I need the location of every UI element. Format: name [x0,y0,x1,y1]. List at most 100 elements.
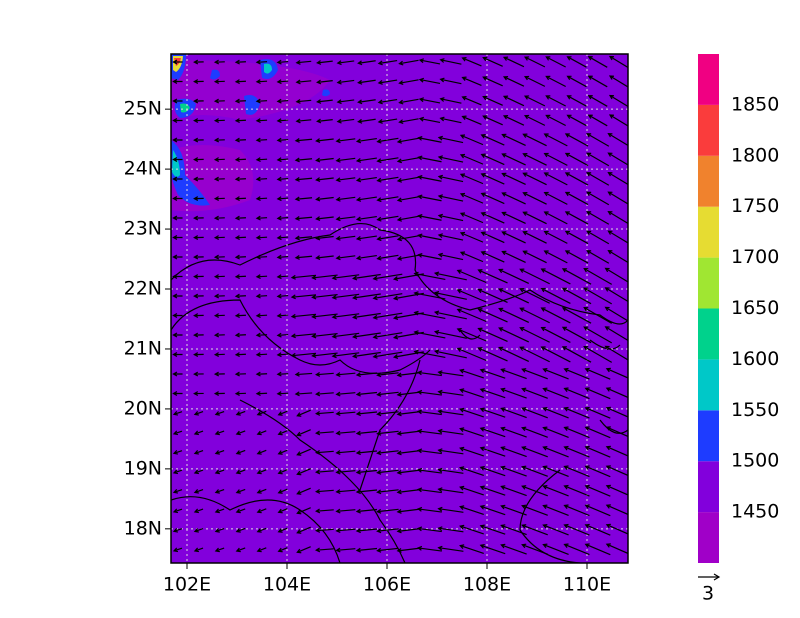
wind-arrow [459,427,484,437]
wind-arrow [352,293,381,300]
wind-arrow [295,79,312,85]
wind-arrow [235,449,246,455]
wind-arrow [543,152,568,166]
wind-arrow [193,391,204,396]
colorbar-label: 1600 [731,348,779,370]
wind-arrow [437,448,464,455]
wind-arrow [296,526,311,534]
wind-arrow [418,77,441,85]
wind-arrow [193,196,204,201]
wind-arrow [564,152,589,167]
wind-arrow [459,231,484,243]
x-tick-label: 108E [463,574,511,596]
wind-arrow [214,430,225,436]
wind-arrow [456,327,487,342]
wind-arrow [193,274,204,279]
colorbar-segment [698,308,719,360]
y-tick-label: 21N [124,337,162,359]
wind-arrow [295,59,312,65]
wind-arrow [234,79,246,85]
wind-arrow [563,387,590,400]
wind-arrow [172,352,183,357]
wind-arrow [335,489,356,494]
wind-arrow [355,489,378,495]
colorbar-label: 1750 [731,195,779,217]
wind-arrow [234,313,246,319]
wind-arrow [234,293,246,299]
wind-arrow [500,465,527,477]
wind-arrow [501,192,526,205]
map-frame [170,53,629,564]
wind-arrow [459,173,484,185]
wind-arrow [255,352,268,358]
wind-arrow [437,155,464,163]
wind-arrow [605,523,628,535]
wind-arrow [605,406,628,418]
wind-arrow [521,543,548,555]
wind-arrow [276,98,289,104]
wind-arrow [234,215,246,221]
wind-arrow [586,172,610,186]
wind-arrow [480,134,505,146]
wind-arrow [193,469,204,475]
wind-arrow [519,268,550,285]
wind-arrow [276,215,289,221]
wind-arrow [296,487,311,495]
wind-arrow [213,391,225,396]
wind-arrow [255,176,268,182]
reference-vector-label: 3 [702,583,714,605]
wind-arrow [522,153,547,166]
wind-arrow [540,268,571,285]
wind-arrow [583,267,613,285]
wind-arrow [586,230,610,245]
wind-arrow [561,287,592,305]
wind-arrow [335,411,356,416]
wind-arrow [213,293,225,299]
wind-arrow [437,428,464,435]
wind-arrow [311,313,338,319]
wind-arrow [501,231,526,244]
wind-arrow [545,114,566,127]
wind-arrow [376,176,399,183]
wind-arrow [396,450,421,456]
wind-arrow [584,484,611,497]
wind-arrow [336,99,355,105]
wind-arrow [413,310,446,320]
wind-arrow [501,133,526,146]
wind-arrow [213,118,225,123]
wind-arrow [193,79,204,84]
y-tick-label: 23N [124,218,162,240]
wind-arrow [193,430,204,436]
wind-arrow [256,469,267,475]
wind-arrow [172,371,183,377]
wind-arrow [502,115,525,126]
wind-arrow [316,99,333,104]
wind-arrow [335,255,356,261]
wind-arrow [290,333,317,339]
wind-arrow [563,465,590,478]
wind-arrow [459,505,484,515]
wind-arrow [459,446,484,457]
wind-arrow [479,505,506,516]
wind-arrow [234,176,246,182]
wind-arrow [459,544,484,554]
wind-arrow [355,137,377,144]
wind-arrow [294,177,313,182]
wind-arrow [193,313,204,318]
wind-arrow [607,191,628,205]
wind-arrow [193,137,204,143]
wind-arrow [355,469,378,475]
wind-arrow [417,213,442,221]
wind-arrow [482,76,503,87]
wind-arrow [357,79,376,85]
wind-arrow [586,211,610,225]
wind-arrow [376,469,399,475]
wind-arrow [396,254,421,261]
wind-arrow [234,196,246,202]
wind-arrow [256,430,267,436]
wind-arrow [296,546,311,554]
wind-arrow [605,426,628,438]
wind-arrow [372,312,403,320]
wind-arrow [255,254,268,260]
